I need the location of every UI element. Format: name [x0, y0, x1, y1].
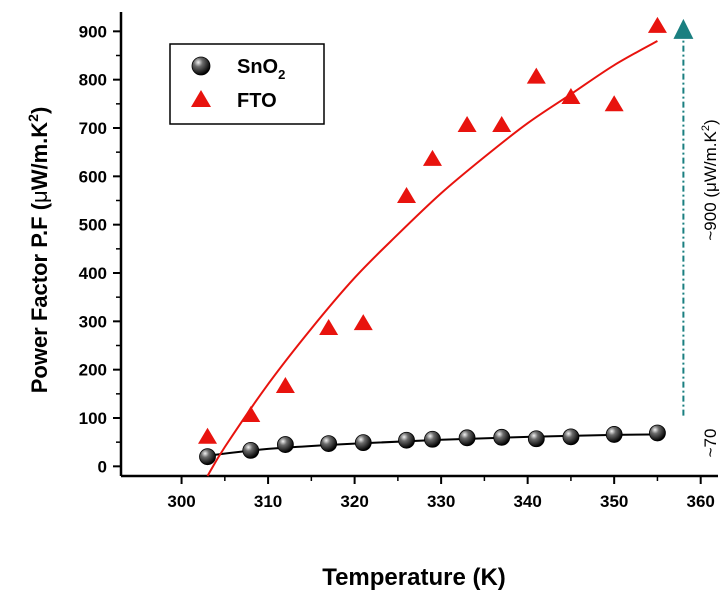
legend-item-fto: FTO: [191, 90, 277, 112]
y-tick-label-200: 200: [79, 361, 107, 380]
point-sno2-8: [493, 428, 511, 446]
y-axis-label: Power Factor P.F (μW/m.K2): [25, 107, 52, 394]
point-sno2-0: [199, 448, 216, 466]
point-fto-6: [422, 149, 442, 166]
y-tick-label-600: 600: [79, 167, 107, 186]
x-tick-label-320: 320: [340, 492, 368, 511]
point-sno2-5: [398, 431, 415, 449]
annotation-bottom-label: ~70: [701, 429, 720, 458]
point-sno2-4: [354, 434, 372, 452]
legend-label-sno2: SnO2: [237, 56, 285, 82]
point-fto-1: [241, 405, 261, 422]
legend: SnO2 FTO: [169, 43, 325, 125]
point-fto-10: [561, 87, 581, 104]
y-tick-label-900: 900: [79, 22, 107, 41]
point-fto-0: [198, 427, 218, 444]
point-sno2-10: [562, 428, 580, 446]
annotation-top-label: ~900 (μW/m.K2): [700, 119, 720, 240]
legend-label-fto: FTO: [237, 90, 277, 112]
point-fto-3: [319, 318, 339, 335]
point-sno2-11: [605, 426, 623, 443]
point-fto-11: [604, 95, 624, 112]
point-sno2-12: [649, 424, 666, 442]
point-sno2-1: [242, 441, 260, 459]
point-fto-5: [397, 187, 417, 204]
x-tick-label-350: 350: [600, 492, 628, 511]
marks-layer: 300 310 320 330 340 350 360 0 100 200 300 400 500 600…: [79, 12, 718, 511]
x-tick-label-300: 300: [167, 492, 195, 511]
point-sno2-6: [424, 430, 441, 448]
x-tick-label-340: 340: [513, 492, 541, 511]
y-tick-label-100: 100: [79, 409, 107, 428]
point-fto-9: [526, 67, 546, 84]
point-fto-2: [275, 376, 295, 393]
y-tick-label-0: 0: [98, 457, 107, 476]
point-sno2-3: [320, 435, 338, 453]
y-tick-label-500: 500: [79, 216, 107, 235]
point-sno2-2: [276, 436, 294, 453]
point-fto-4: [353, 314, 373, 331]
point-sno2-9: [527, 430, 545, 448]
legend-item-sno2: SnO2: [191, 56, 285, 82]
legend-box: [169, 43, 325, 125]
x-tick-label-330: 330: [427, 492, 455, 511]
point-fto-12: [647, 16, 667, 33]
y-tick-label-800: 800: [79, 71, 107, 90]
y-tick-label-400: 400: [79, 264, 107, 283]
point-fto-8: [492, 115, 512, 132]
y-tick-label-300: 300: [79, 312, 107, 331]
y-tick-label-700: 700: [79, 119, 107, 138]
x-tick-label-360: 360: [687, 492, 715, 511]
legend-marker-fto: [191, 90, 211, 107]
legend-marker-sno2: [191, 56, 211, 76]
point-fto-7: [457, 115, 477, 132]
x-tick-label-310: 310: [254, 492, 282, 511]
point-sno2-7: [458, 429, 476, 447]
x-axis-label: Temperature (K): [322, 564, 506, 591]
